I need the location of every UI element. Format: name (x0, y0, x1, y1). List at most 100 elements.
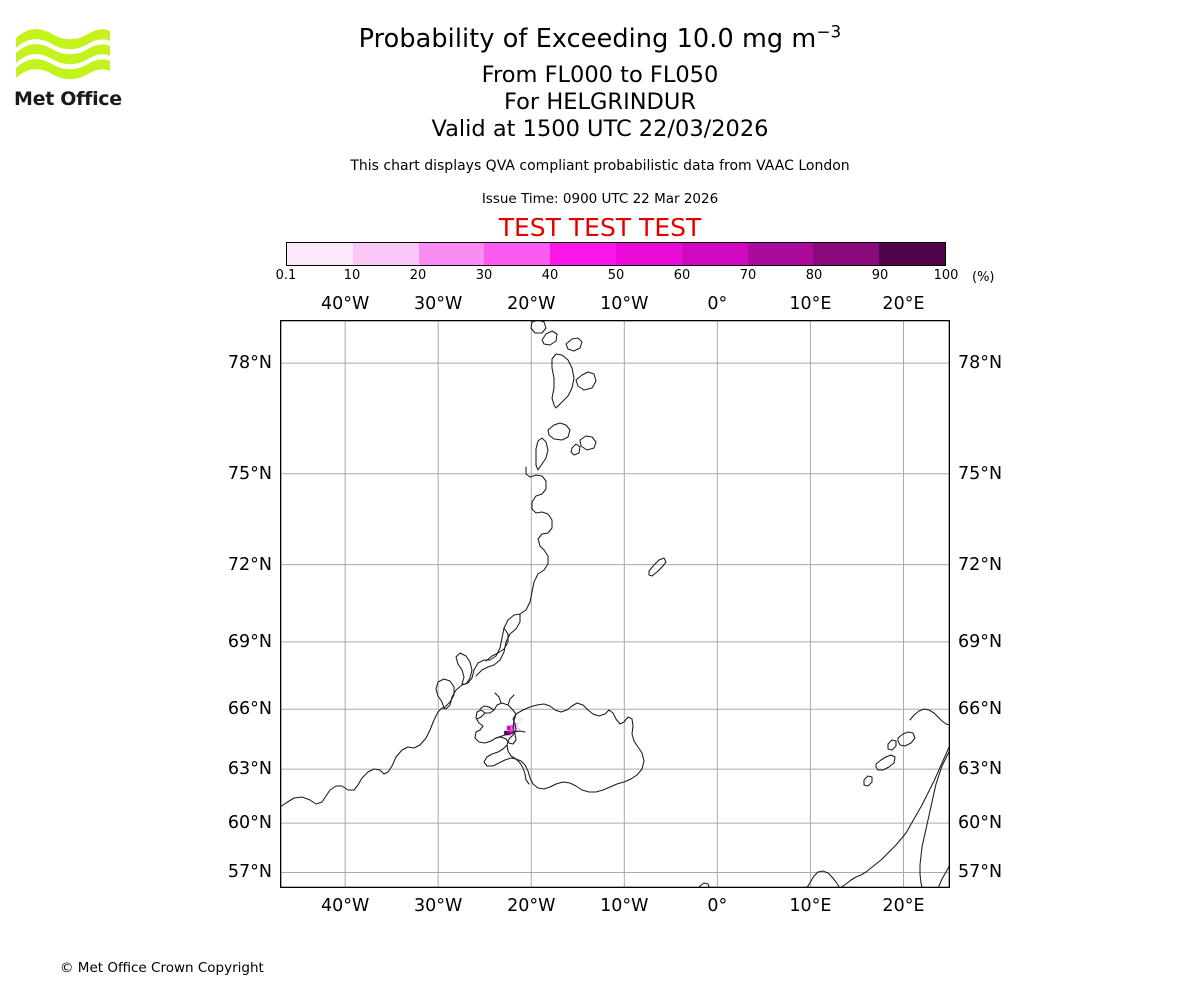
lon-label-10°W-top: 10°W (600, 294, 649, 314)
ash-cell-2 (509, 729, 514, 735)
ash-cell-1 (506, 730, 511, 736)
ash-cell-5 (514, 722, 519, 728)
colorbar-bands (286, 242, 946, 266)
lat-label-69°N-right: 69°N (958, 631, 1003, 652)
lat-label-60°N-right: 60°N (958, 813, 1003, 834)
lon-label-10°E-top: 10°E (789, 294, 832, 314)
colorbar-tick-10: 10 (343, 268, 361, 283)
ash-cell-6 (518, 717, 523, 723)
lon-label-0°-top: 0° (707, 294, 728, 314)
flight-level-subtitle: From FL000 to FL050 (481, 62, 719, 88)
lat-label-75°N-right: 75°N (958, 463, 1003, 484)
ash-cell-3 (506, 725, 511, 731)
coastline-greenland-peninsula-b (435, 678, 455, 709)
colorbar-band-0 (287, 243, 353, 265)
lat-label-69°N-left: 69°N (227, 631, 272, 652)
coastline-iceland-snaefellsnes (495, 730, 526, 739)
coastline-norway-north-arctic (909, 708, 950, 726)
lon-label-10°W-bottom: 10°W (600, 896, 649, 916)
page-title-exponent: −3 (816, 21, 842, 42)
coastline-iceland-nw-inlet-2 (476, 712, 486, 720)
colorbar-tick-50: 50 (607, 268, 625, 283)
colorbar-tick-60: 60 (673, 268, 691, 283)
valid-time-subtitle: Valid at 1500 UTC 22/03/2026 (431, 116, 769, 142)
map-background (280, 320, 950, 888)
met-office-logo-text: Met Office (14, 88, 122, 110)
coastline-svalbard-main (551, 353, 575, 409)
coastline-norway-coast-detail (805, 870, 841, 888)
colorbar-tick-100: 100 (933, 268, 959, 283)
coastline-iceland-sw-bay (515, 758, 530, 785)
met-office-waves-icon (16, 29, 110, 80)
lon-label-10°E-bottom: 10°E (789, 896, 832, 916)
page-title: Probability of Exceeding 10.0 mg m−3 (0, 23, 1200, 54)
colorbar-tick-20: 20 (409, 268, 427, 283)
ash-cell-0 (504, 730, 509, 736)
lat-label-57°N-right: 57°N (958, 862, 1003, 883)
colorbar-band-6 (681, 243, 748, 265)
coastline-greenland-island-n2 (547, 422, 571, 441)
lat-label-72°N-right: 72°N (958, 554, 1003, 575)
lat-label-66°N-right: 66°N (958, 699, 1003, 720)
lat-label-78°N-left: 78°N (227, 353, 272, 374)
colorbar-tick-labels: 0.1 10 20 30 40 50 60 70 80 90 100 (0, 268, 1200, 288)
coastline-greenland-isle-x (579, 435, 597, 451)
lat-label-60°N-left: 60°N (227, 813, 272, 834)
coastline-greenland-island-n1 (535, 437, 549, 471)
qva-note: This chart displays QVA compliant probab… (350, 158, 850, 174)
met-office-logo: Met Office (14, 25, 124, 115)
colorbar-tick-30: 30 (475, 268, 493, 283)
lat-label-78°N-right: 78°N (958, 353, 1003, 374)
coastline-norway-tromso (897, 731, 916, 747)
ash-cell-7 (516, 727, 521, 733)
lat-label-57°N-left: 57°N (227, 862, 272, 883)
lat-label-63°N-right: 63°N (958, 759, 1003, 780)
lon-label-40°W-top: 40°W (320, 294, 370, 314)
coastline-svalbard-small-2 (541, 330, 558, 346)
ash-probability-map: 40°W 30°W 20°W 10°W 0° 10°E 20°E 40°W 30°W 20°W 1… (228, 294, 1002, 916)
lon-label-20°W-top: 20°W (507, 294, 556, 314)
coastlines (280, 320, 950, 888)
lat-label-75°N-left: 75°N (227, 463, 272, 484)
coastline-greenland-peninsula-a (455, 652, 473, 685)
colorbar-band-8 (813, 243, 880, 265)
lon-label-30°W-bottom: 30°W (414, 896, 463, 916)
coastline-greenland-fjord-c (485, 627, 509, 662)
coastline-iceland-reykjanes (483, 744, 517, 767)
lon-label-40°W-bottom: 40°W (320, 896, 370, 916)
coastline-norway-lofoten (875, 754, 896, 771)
lat-label-72°N-left: 72°N (227, 554, 272, 575)
coastline-norway-island-2 (863, 775, 873, 787)
colorbar-tick-90: 90 (871, 268, 889, 283)
lon-label-20°E-bottom: 20°E (882, 896, 925, 916)
lon-label-20°E-top: 20°E (882, 294, 925, 314)
coastline-jan-mayen (648, 557, 667, 577)
lon-label-0°-bottom: 0° (707, 896, 728, 916)
lat-label-63°N-left: 63°N (227, 759, 272, 780)
lat-label-66°N-left: 66°N (227, 699, 272, 720)
colorbar-tick-80: 80 (805, 268, 823, 283)
colorbar-tick-40: 40 (541, 268, 559, 283)
colorbar-band-2 (418, 243, 485, 265)
page-title-text: Probability of Exceeding 10.0 mg m (358, 24, 817, 54)
colorbar-tick-70: 70 (739, 268, 757, 283)
coastline-greenland-inner-fjords (475, 613, 521, 677)
colorbar-units-label: (%) (972, 270, 995, 285)
coastline-norway-island-1 (887, 739, 897, 751)
colorbar-band-9 (879, 243, 945, 265)
colorbar-band-1 (352, 243, 419, 265)
lon-label-30°W-top: 30°W (414, 294, 463, 314)
colorbar-band-4 (550, 243, 616, 265)
coastline-iceland-nw-fjords (474, 702, 517, 745)
colorbar-band-5 (615, 243, 682, 265)
map-frame (280, 320, 950, 888)
coastline-iceland-nw-inlet-3 (494, 692, 502, 704)
volcano-subtitle: For HELGRINDUR (504, 89, 696, 115)
probability-colorbar (286, 242, 946, 266)
border-sweden-finland (919, 749, 950, 888)
issue-time: Issue Time: 0900 UTC 22 Mar 2026 (481, 191, 719, 207)
map-canvas (280, 320, 950, 888)
colorbar-band-3 (484, 243, 551, 265)
test-banner: TEST TEST TEST (498, 213, 702, 242)
coastline-svalbard-e (575, 371, 597, 391)
